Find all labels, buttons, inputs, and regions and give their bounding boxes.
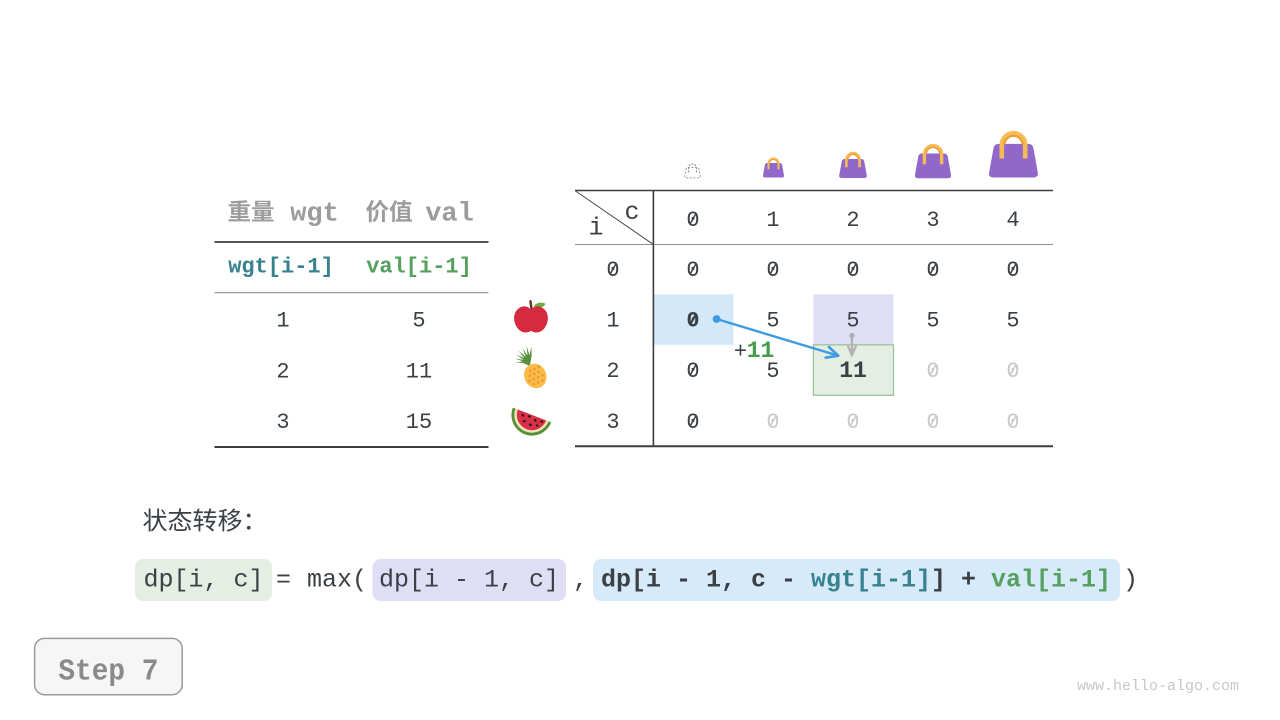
svg-text:3: 3 xyxy=(276,410,289,435)
svg-text:5: 5 xyxy=(926,309,939,334)
svg-text:2: 2 xyxy=(606,359,619,384)
svg-text:Step 7: Step 7 xyxy=(58,655,158,690)
svg-text:max(: max( xyxy=(307,566,367,595)
svg-text:0: 0 xyxy=(686,208,699,233)
svg-text:i: i xyxy=(588,214,603,243)
svg-text:1: 1 xyxy=(276,309,289,334)
svg-text:wgt: wgt xyxy=(290,200,339,230)
svg-text:val: val xyxy=(425,200,474,230)
svg-text:0: 0 xyxy=(606,258,619,283)
svg-text:www.hello-algo.com: www.hello-algo.com xyxy=(1077,678,1239,695)
svg-text:0: 0 xyxy=(686,258,699,283)
svg-text:4: 4 xyxy=(1006,208,1019,233)
svg-text:0: 0 xyxy=(846,258,859,283)
svg-text:3: 3 xyxy=(926,208,939,233)
svg-text:0: 0 xyxy=(686,359,699,384)
svg-text:0: 0 xyxy=(1006,359,1019,384)
svg-text:0: 0 xyxy=(926,359,939,384)
svg-text:0: 0 xyxy=(1006,258,1019,283)
svg-text:11: 11 xyxy=(839,358,867,384)
svg-text:0: 0 xyxy=(1006,410,1019,435)
svg-text:0: 0 xyxy=(766,258,779,283)
svg-text:dp[i - 1, c]: dp[i - 1, c] xyxy=(379,566,559,595)
svg-text:5: 5 xyxy=(1006,309,1019,334)
svg-text:val[i-1]: val[i-1] xyxy=(366,255,472,280)
svg-text:): ) xyxy=(1123,566,1138,595)
svg-text:0: 0 xyxy=(846,410,859,435)
svg-text:] +: ] + xyxy=(931,566,991,595)
svg-text:val[i-1]: val[i-1] xyxy=(991,566,1111,595)
svg-text:0: 0 xyxy=(926,258,939,283)
svg-text:2: 2 xyxy=(276,359,289,384)
svg-text:0: 0 xyxy=(686,410,699,435)
svg-text:2: 2 xyxy=(846,208,859,233)
svg-text:=: = xyxy=(276,566,291,595)
svg-text:5: 5 xyxy=(766,359,779,384)
svg-text:dp[i, c]: dp[i, c] xyxy=(143,566,263,595)
svg-text:5: 5 xyxy=(766,309,779,334)
svg-text:c: c xyxy=(624,198,639,227)
svg-text:5: 5 xyxy=(846,309,859,334)
svg-text:0: 0 xyxy=(926,410,939,435)
svg-text:3: 3 xyxy=(606,410,619,435)
svg-text:dp[i - 1, c -: dp[i - 1, c - xyxy=(601,566,811,595)
svg-text:5: 5 xyxy=(412,309,425,334)
svg-text:15: 15 xyxy=(406,410,432,435)
svg-text:0: 0 xyxy=(766,410,779,435)
svg-text:11: 11 xyxy=(747,338,775,364)
svg-text:wgt[i-1]: wgt[i-1] xyxy=(811,566,931,595)
svg-text:1: 1 xyxy=(766,208,779,233)
svg-text:+: + xyxy=(734,340,747,365)
svg-text:11: 11 xyxy=(406,359,432,384)
svg-text:1: 1 xyxy=(606,309,619,334)
svg-text:wgt[i-1]: wgt[i-1] xyxy=(228,255,334,280)
svg-text:,: , xyxy=(573,566,588,595)
